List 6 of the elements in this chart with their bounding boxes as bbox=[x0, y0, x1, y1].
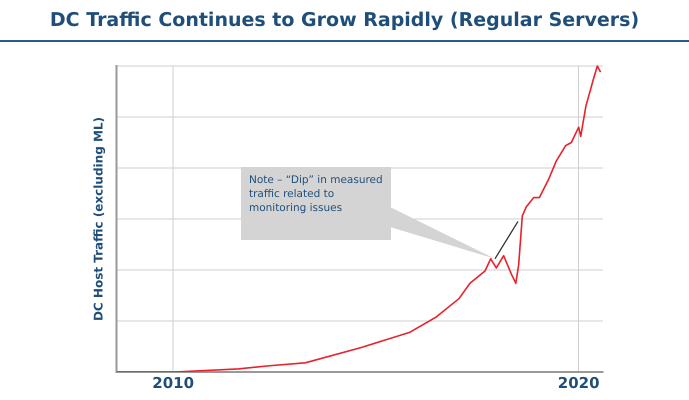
x-tick-label: 2010 bbox=[152, 374, 194, 392]
chart-title: DC Traffic Continues to Grow Rapidly (Regular Servers) bbox=[0, 0, 689, 42]
callout-box: Note – “Dip” in measured traffic related to monitoring issues bbox=[240, 166, 521, 259]
x-tick-label: 2020 bbox=[558, 374, 600, 392]
annotation: Note – “Dip” in measured traffic related to monitoring issues bbox=[240, 166, 391, 240]
y-axis-title: DC Host Traffic (excluding ML) bbox=[91, 116, 106, 322]
